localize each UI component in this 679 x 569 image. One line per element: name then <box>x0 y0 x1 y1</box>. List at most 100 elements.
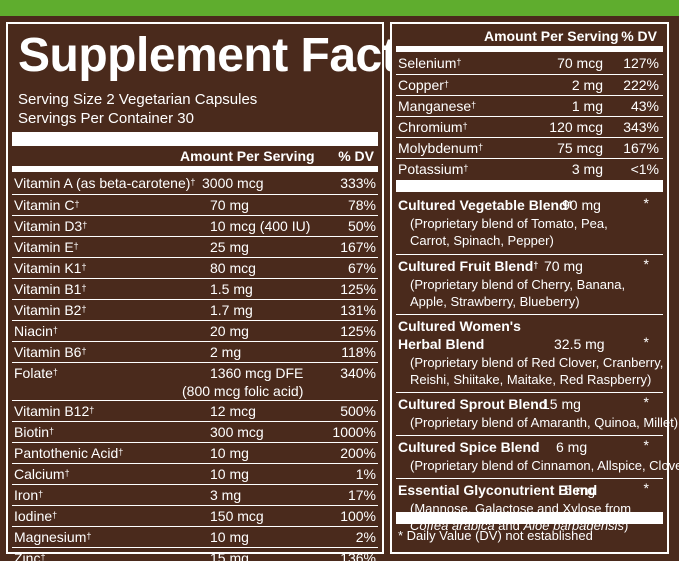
nutrient-row: Zinc† 15 mg 136% <box>12 547 378 569</box>
blend-name-line2: Herbal Blend <box>398 336 485 352</box>
dagger-mark: † <box>64 468 70 478</box>
nutrient-name: Vitamin E† <box>14 239 79 255</box>
nutrient-row: Vitamin K1† 80 mcg 67% <box>12 257 378 279</box>
nutrient-amount: 1.5 mg <box>210 281 253 297</box>
blend-name: Cultured Sprout Blend <box>398 396 548 412</box>
blend-row: Cultured Sprout Blend 15 mg * (Proprietary … <box>396 392 678 436</box>
nutrient-dv: 100% <box>340 508 376 524</box>
mineral-dv: 127% <box>623 55 659 71</box>
nutrient-row: Iron† 3 mg 17% <box>12 484 378 506</box>
blend-name: Cultured Women's <box>398 318 521 334</box>
nutrient-row: Vitamin B1† 1.5 mg 125% <box>12 278 378 300</box>
dagger-mark: † <box>52 510 58 520</box>
nutrient-amount: 10 mcg (400 IU) <box>210 218 311 234</box>
nutrient-row: Vitamin B2† 1.7 mg 131% <box>12 299 378 321</box>
dagger-mark: † <box>443 79 449 89</box>
dagger-mark: † <box>38 489 44 499</box>
top-green-bar <box>0 0 679 16</box>
nutrient-name: Iron† <box>14 487 44 503</box>
nutrient-amount-note: (800 mcg folic acid) <box>182 383 304 399</box>
nutrient-amount: 3000 mcg <box>202 175 264 191</box>
nutrient-amount: 3 mg <box>210 487 242 503</box>
nutrient-dv: 118% <box>341 344 376 360</box>
nutrient-name: Folate† <box>14 365 58 381</box>
nutrient-row: Vitamin B6† 2 mg 118% <box>12 341 378 363</box>
footnote: * Daily Value (DV) not established <box>398 528 593 543</box>
nutrient-name: Vitamin B1† <box>14 281 87 297</box>
nutrient-dv: 125% <box>340 281 376 297</box>
thick-divider <box>12 132 378 146</box>
dagger-mark: † <box>118 447 124 457</box>
dagger-mark: † <box>567 199 573 209</box>
nutrient-row: Vitamin E† 25 mg 167% <box>12 236 378 258</box>
nutrient-name: Copper† <box>398 77 449 93</box>
nutrient-name: Vitamin C† <box>14 197 80 213</box>
mineral-row: Molybdenum† 75 mcg 167% <box>396 137 663 159</box>
nutrient-row: Vitamin B12† 12 mcg 500% <box>12 400 378 422</box>
nutrient-row: Niacin† 20 mg 125% <box>12 320 378 342</box>
blend-amount: 6 mg <box>556 439 588 455</box>
nutrient-name: Biotin† <box>14 424 55 440</box>
nutrient-amount: 1.7 mg <box>210 302 253 318</box>
dagger-mark: † <box>478 142 484 152</box>
nutrient-row: Magnesium† 10 mg 2% <box>12 526 378 548</box>
thick-divider <box>396 512 663 524</box>
dagger-mark: † <box>49 426 55 436</box>
thick-divider <box>396 180 663 192</box>
nutrient-row: Iodine† 150 mcg 100% <box>12 505 378 527</box>
mineral-amount: 1 mg <box>571 98 603 114</box>
nutrient-amount: 2 mg <box>210 344 242 360</box>
mineral-dv: 343% <box>623 119 659 135</box>
dagger-mark: † <box>40 552 46 562</box>
mineral-amount: 2 mg <box>571 77 603 93</box>
nutrient-dv: 200% <box>340 445 376 461</box>
blend-row: Cultured Vegetable Blend† 90 mg * (Propriet… <box>396 194 663 254</box>
nutrient-amount: 80 mcg <box>210 260 256 276</box>
nutrient-dv: 340% <box>340 365 376 381</box>
nutrient-dv: 78% <box>347 197 376 213</box>
dagger-mark: † <box>74 199 80 209</box>
blend-row: Cultured Fruit Blend† 70 mg * (Proprietary … <box>396 254 663 315</box>
thick-divider <box>396 46 663 52</box>
supplement-facts-right-panel: Amount Per Serving % DV Selenium† 70 mcg 1… <box>390 22 679 554</box>
nutrient-dv: 2% <box>355 529 376 545</box>
blend-dv: * <box>643 480 649 496</box>
dagger-mark: † <box>81 262 87 272</box>
blend-dv: * <box>643 437 649 453</box>
serving-size: Serving Size 2 Vegetarian Capsules <box>18 91 258 108</box>
nutrient-name: Potassium† <box>398 161 469 177</box>
mineral-row: Chromium† 120 mcg 343% <box>396 116 663 138</box>
mineral-row: Selenium† 70 mcg 127% <box>396 53 663 74</box>
mineral-amount: 70 mcg <box>557 55 603 71</box>
closing-paren: ) <box>623 518 629 533</box>
blend-name: Cultured Vegetable Blend† <box>398 197 573 213</box>
nutrient-dv: 67% <box>347 260 376 276</box>
dagger-mark: † <box>462 121 468 131</box>
nutrient-name: Magnesium† <box>14 529 92 545</box>
mineral-amount: 75 mcg <box>557 140 603 156</box>
amount-per-serving-header: Amount Per Serving <box>484 28 619 44</box>
label-title: Supplement Facts <box>18 29 424 82</box>
nutrient-name: Vitamin B12† <box>14 403 95 419</box>
mineral-dv: 222% <box>623 77 659 93</box>
blend-ingredients: (Proprietary blend of Tomato, Pea, <box>410 216 608 231</box>
nutrient-amount: 150 mcg <box>210 508 264 524</box>
dagger-mark: † <box>52 367 58 377</box>
dagger-mark: † <box>533 260 539 270</box>
thick-divider <box>12 166 378 172</box>
dagger-mark: † <box>52 325 58 335</box>
nutrient-name: Manganese† <box>398 98 477 114</box>
nutrient-row: Calcium† 10 mg 1% <box>12 463 378 485</box>
dagger-mark: † <box>81 304 87 314</box>
mineral-row: Copper† 2 mg 222% <box>396 74 663 96</box>
blend-dv: * <box>643 195 649 211</box>
nutrient-name: Niacin† <box>14 323 58 339</box>
blend-amount: 32.5 mg <box>554 336 605 352</box>
dv-header: % DV <box>621 28 657 44</box>
blend-amount: 90 mg <box>562 197 601 213</box>
blend-amount: 15 mg <box>542 396 581 412</box>
nutrient-dv: 125% <box>340 323 376 339</box>
blend-amount: 5 mg <box>564 482 596 498</box>
blend-ingredients: Apple, Strawberry, Blueberry) <box>410 294 580 309</box>
nutrient-dv: 500% <box>340 403 376 419</box>
